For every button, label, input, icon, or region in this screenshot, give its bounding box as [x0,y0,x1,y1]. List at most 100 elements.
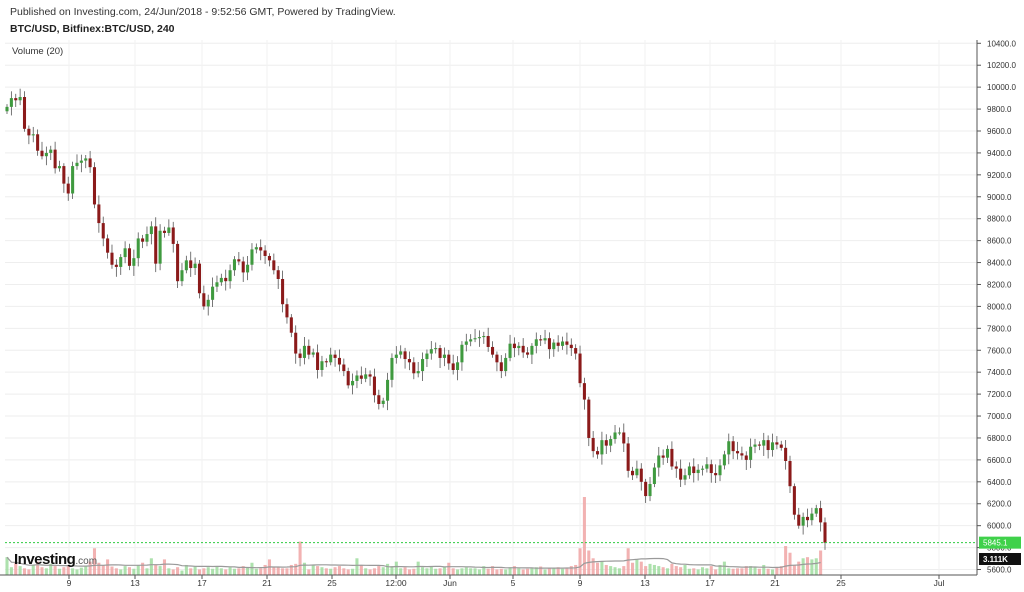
candle-body [582,383,586,400]
volume-bar [337,566,341,575]
candle-body [123,248,127,258]
y-tick-label: 5600.0 [987,566,1012,575]
candle-body [731,441,735,452]
volume-bar [329,568,333,575]
candle-body [211,286,215,300]
volume-bar [779,566,783,575]
volume-bar [372,568,376,575]
candle-body [342,364,346,372]
candle-body [460,344,464,363]
candle-body [757,444,761,446]
volume-bar [145,568,149,575]
candle-body [766,440,770,451]
candle-body [477,337,481,339]
y-tick-label: 8600.0 [987,237,1012,246]
volume-bar [626,548,630,575]
volume-bar [451,568,455,575]
volume-bar [386,563,390,575]
volume-bar [285,568,289,575]
volume-bar [517,568,521,575]
y-tick-label: 8800.0 [987,215,1012,224]
volume-bar [355,558,359,575]
volume-bar [657,566,661,575]
candle-body [801,516,805,526]
volume-bar [97,562,101,575]
candle-body [202,293,206,307]
volume-bar [276,566,280,575]
candle-body [556,342,560,346]
candle-body [569,344,573,349]
volume-bar [460,568,464,575]
candle-body [167,227,171,233]
candle-body [136,238,140,259]
y-tick-label: 6000.0 [987,522,1012,531]
candle-body [517,345,521,349]
volume-bar [57,568,62,575]
candle-body [735,451,740,454]
volume-bar [399,568,403,575]
volume-bar [521,569,525,575]
candle-body [635,468,639,476]
candle-body [333,354,337,358]
volume-bar [753,567,757,575]
volume-bar [215,566,219,575]
candle-body [753,444,757,447]
volume-bar [320,567,324,575]
volume-bar [311,564,315,575]
candle-body [670,448,674,467]
candle-body [307,345,311,355]
volume-bar [294,563,298,575]
candle-body [718,465,722,476]
candle-body [539,339,543,341]
volume-bar [421,567,425,575]
volume-indicator-label[interactable]: Volume (20) [12,46,64,57]
volume-bar [390,566,394,575]
candle-body [351,380,355,386]
candle-body [154,226,158,264]
volume-bar [674,566,678,575]
candle-body [823,522,827,543]
candle-body [447,354,451,364]
candle-body [683,475,687,480]
volume-bar [263,564,267,575]
candle-body [622,432,626,444]
volume-bar [696,569,700,575]
candle-body [740,453,744,456]
candle-body [114,264,118,267]
candle-body [700,468,705,470]
volume-bar [635,559,639,575]
y-tick-label: 6200.0 [987,500,1012,509]
candle-body [219,277,223,283]
candle-body [386,379,390,401]
candle-body [587,399,591,438]
volume-bar [648,563,652,575]
volume-bar [123,566,127,575]
y-tick-label: 9600.0 [987,127,1012,136]
candle-body [246,264,250,273]
volume-bar [762,564,766,575]
volume-bar [604,564,608,575]
candle-body [797,514,801,526]
candle-body [504,357,508,372]
volume-bar [211,568,215,575]
volume-bar [661,567,665,575]
volume-bar [609,566,613,575]
candle-body [289,317,293,333]
volume-bar [582,497,586,575]
volume-bar [88,561,92,575]
volume-bar [101,564,105,575]
volume-bar [346,569,350,575]
volume-bar [495,569,499,575]
y-tick-label: 10000.0 [987,83,1016,92]
volume-bar [670,563,674,575]
volume-bar [552,568,556,575]
x-tick-label: Jun [443,578,457,588]
volume-bar [158,566,162,575]
volume-bar [246,567,250,575]
volume-bar [801,558,805,575]
y-tick-label: 7200.0 [987,390,1012,399]
x-tick-label: 12:00 [385,578,407,588]
candle-body [722,454,726,466]
volume-bar [307,569,311,575]
